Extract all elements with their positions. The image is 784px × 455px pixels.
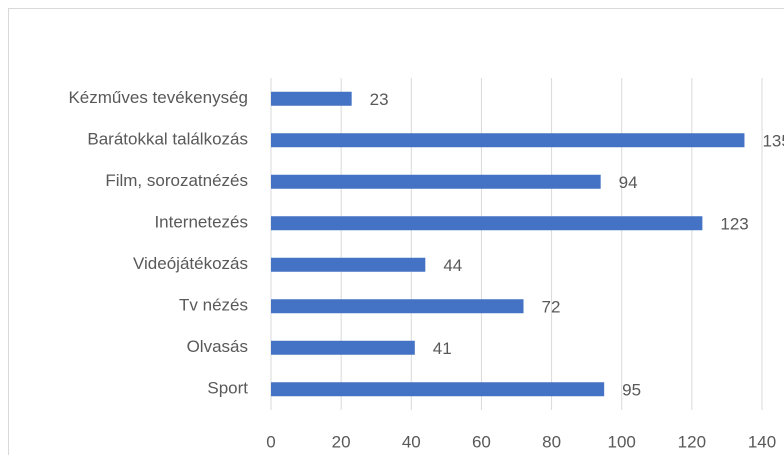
bar [271,174,601,189]
y-tick-label: Film, sorozatnézés [105,171,248,190]
bar [271,91,352,106]
x-tick-label: 140 [748,432,776,451]
y-tick-label: Barátokkal találkozás [87,130,248,149]
x-tick-label: 100 [608,432,636,451]
y-tick-label: Videójátékozás [133,254,248,273]
y-tick-label: Sport [207,379,248,398]
y-tick-label: Kézműves tevékenység [68,88,248,107]
data-label: 44 [443,256,462,275]
bar [271,133,745,148]
bar [271,257,426,272]
x-tick-label: 40 [402,432,421,451]
bar [271,299,524,314]
data-label: 135 [762,132,784,151]
bar [271,216,703,231]
x-tick-label: 20 [332,432,351,451]
data-label: 94 [619,173,638,192]
y-tick-label: Internetezés [154,213,248,232]
data-label: 41 [433,339,452,358]
x-tick-label: 80 [542,432,561,451]
bar [271,382,605,397]
data-label: 23 [370,90,389,109]
data-label: 95 [622,381,641,400]
x-tick-label: 120 [678,432,706,451]
x-tick-label: 0 [266,432,275,451]
chart-border [8,8,784,455]
y-tick-label: Tv nézés [179,296,248,315]
x-tick-label: 60 [472,432,491,451]
y-tick-label: Olvasás [187,337,248,356]
data-label: 123 [720,215,748,234]
data-label: 72 [542,298,561,317]
bar [271,340,415,355]
